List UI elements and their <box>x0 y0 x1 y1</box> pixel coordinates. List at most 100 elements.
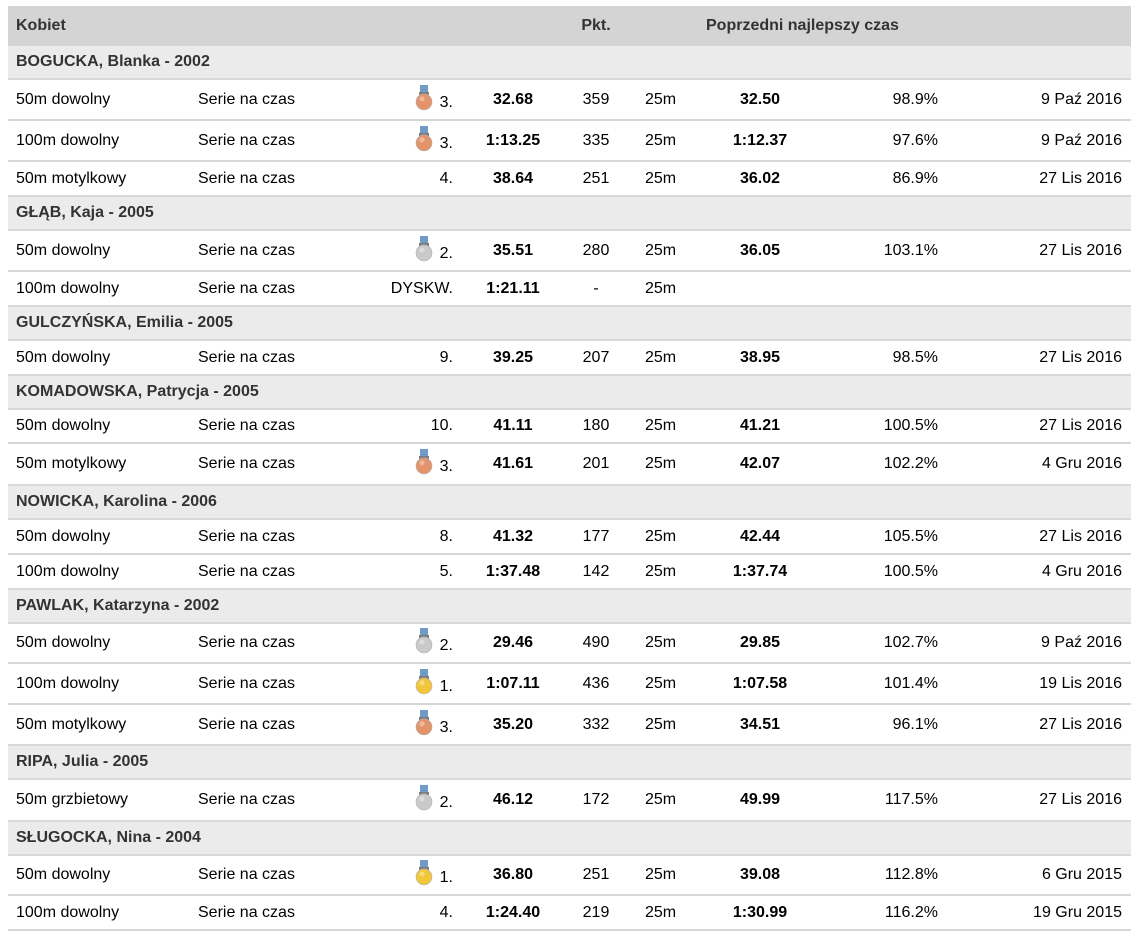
previous-best-date: 4 Gru 2016 <box>1041 455 1122 472</box>
place: 1. <box>415 859 453 886</box>
course-length: 25m <box>645 455 677 472</box>
result-row: 100m dowolny Serie na czas 1. 1:07.11 436 25m… <box>8 664 1131 705</box>
swimmer-name: PAWLAK, Katarzyna - 2002 <box>16 597 220 614</box>
previous-best-date: 4 Gru 2016 <box>1041 562 1122 580</box>
round-name: Serie na czas <box>198 279 295 297</box>
result-row: 50m dowolny Serie na czas 3. 32.68 359 25m 32.… <box>8 80 1131 121</box>
swimmer-header: KOMADOWSKA, Patrycja - 2005 <box>8 376 1131 410</box>
previous-best-date: 27 Lis 2016 <box>1039 348 1122 366</box>
percent-of-previous: 112.8% <box>884 866 938 883</box>
previous-best-time: 32.50 <box>739 90 781 108</box>
event-name: 50m dowolny <box>16 866 111 883</box>
percent-of-previous: 103.1% <box>883 241 938 259</box>
result-row: 50m dowolny Serie na czas 10. 41.11 180 25m 41… <box>8 410 1131 444</box>
points: 219 <box>582 903 610 921</box>
place-number: 3. <box>439 134 453 152</box>
event-name: 50m dowolny <box>16 90 111 108</box>
points: 207 <box>582 348 610 366</box>
percent-of-previous: 102.7% <box>883 634 938 651</box>
result-time: 1:24.40 <box>485 903 541 921</box>
percent-of-previous: 101.4% <box>883 674 938 692</box>
result-time: 1:21.11 <box>486 279 540 297</box>
swimmer-header: PAWLAK, Katarzyna - 2002 <box>8 590 1131 624</box>
previous-best-date: 27 Lis 2016 <box>1039 169 1122 187</box>
previous-best-date: 9 Paź 2016 <box>1041 634 1122 651</box>
place: 2. <box>415 784 453 811</box>
result-row: 50m grzbietowy Serie na czas 2. 46.12 172 25m… <box>8 780 1131 822</box>
table-header: Kobiet Pkt. Poprzedni najlepszy czas <box>8 6 1131 46</box>
swimmer-name: NOWICKA, Karolina - 2006 <box>16 493 217 510</box>
event-name: 50m motylkowy <box>16 169 127 187</box>
round-name: Serie na czas <box>198 634 295 651</box>
result-row: 50m motylkowy Serie na czas 3. 41.61 201 25m 4… <box>8 444 1131 486</box>
event-name: 50m grzbietowy <box>16 791 129 808</box>
course-length: 25m <box>645 279 677 297</box>
round-name: Serie na czas <box>198 131 295 149</box>
course-length: 25m <box>645 634 677 651</box>
place-number: 3. <box>439 718 453 736</box>
percent-of-previous: 86.9% <box>892 169 938 187</box>
previous-best-time: 34.51 <box>739 715 781 733</box>
result-row: 50m motylkowy Serie na czas 4. 38.64 251 25m 3… <box>8 162 1131 197</box>
previous-best-time: 38.95 <box>739 348 781 366</box>
round-name: Serie na czas <box>198 866 295 883</box>
place: 4. <box>439 903 453 921</box>
result-time: 1:37.48 <box>485 562 541 580</box>
place: 2. <box>415 235 453 262</box>
event-name: 50m dowolny <box>16 527 111 545</box>
result-time: 41.61 <box>492 455 534 472</box>
points: 359 <box>582 90 610 108</box>
bronze-medal-icon <box>414 84 434 110</box>
result-time: 35.51 <box>492 241 534 259</box>
result-time: 32.68 <box>492 90 534 108</box>
course-length: 25m <box>645 417 677 434</box>
result-time: 29.46 <box>492 634 534 651</box>
points: 251 <box>582 169 610 187</box>
place-number: 2. <box>439 794 453 811</box>
event-name: 100m dowolny <box>16 131 120 149</box>
swimmer-header: RIPA, Julia - 2005 <box>8 746 1131 780</box>
previous-best-time: 41.21 <box>739 417 781 434</box>
points-heading: Pkt. <box>581 17 611 34</box>
result-row: 100m dowolny Serie na czas 3. 1:13.25 335 25m… <box>8 121 1131 162</box>
round-name: Serie na czas <box>198 791 295 808</box>
result-row: 50m dowolny Serie na czas 8. 41.32 177 25m 42.… <box>8 520 1131 555</box>
round-name: Serie na czas <box>198 903 295 921</box>
event-name: 100m dowolny <box>16 903 120 921</box>
event-name: 50m dowolny <box>16 634 111 651</box>
event-name: 50m dowolny <box>16 417 111 434</box>
course-length: 25m <box>645 169 677 187</box>
previous-best-time: 1:12.37 <box>732 131 788 149</box>
previous-best-date: 27 Lis 2016 <box>1039 527 1122 545</box>
event-name: 100m dowolny <box>16 279 120 297</box>
previous-best-time: 1:37.74 <box>732 562 788 580</box>
points: 142 <box>582 562 610 580</box>
place-number: 1. <box>439 677 453 695</box>
percent-of-previous: 116.2% <box>884 903 938 921</box>
result-time: 36.80 <box>492 866 534 883</box>
swimmer-header: GULCZYŃSKA, Emilia - 2005 <box>8 307 1131 341</box>
course-length: 25m <box>645 715 677 733</box>
gold-medal-icon <box>414 668 434 694</box>
percent-of-previous: 100.5% <box>883 417 938 434</box>
percent-of-previous: 100.5% <box>883 562 938 580</box>
place: 3. <box>415 125 453 152</box>
course-length: 25m <box>645 866 677 883</box>
round-name: Serie na czas <box>198 562 295 580</box>
results-table: Kobiet Pkt. Poprzedni najlepszy czas BOG… <box>8 6 1131 931</box>
points: 280 <box>582 241 610 259</box>
points: - <box>593 279 599 297</box>
previous-best-heading: Poprzedni najlepszy czas <box>706 17 899 34</box>
points: 251 <box>582 866 610 883</box>
place: 3. <box>415 709 453 736</box>
points: 335 <box>582 131 610 149</box>
place: 1. <box>415 668 453 695</box>
event-name: 100m dowolny <box>16 674 120 692</box>
points: 201 <box>582 455 610 472</box>
event-name: 50m dowolny <box>16 241 111 259</box>
swimmer-header: GŁĄB, Kaja - 2005 <box>8 197 1131 231</box>
result-row: 50m dowolny Serie na czas 2. 29.46 490 25m 29.… <box>8 624 1131 664</box>
course-length: 25m <box>645 674 677 692</box>
round-name: Serie na czas <box>198 674 295 692</box>
points: 490 <box>582 634 610 651</box>
